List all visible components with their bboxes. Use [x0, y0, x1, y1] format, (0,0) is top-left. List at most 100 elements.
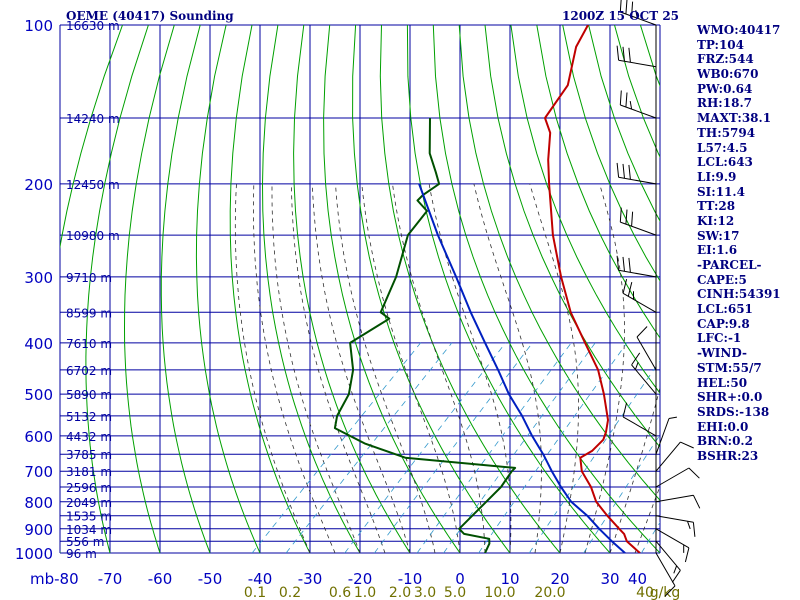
index-ehi-27: EHI:0.0 — [697, 419, 749, 434]
pressure-tick-800: 800 — [24, 494, 53, 512]
temp-tick-20: 20 — [550, 570, 569, 588]
mixing-ratio-line-5 — [478, 342, 628, 553]
height-label-600: 4432 m — [66, 430, 112, 444]
index-wb0-3: WB0:670 — [697, 67, 759, 82]
pressure-tick-400: 400 — [24, 335, 53, 353]
mixing-ratio-line-10 — [528, 360, 660, 553]
mixing-ratio-tick-5: 3.0 — [414, 585, 436, 600]
dry-adiabat-20 — [379, 25, 561, 553]
moist-adiabat-30 — [609, 386, 660, 553]
wind-barb-150 — [619, 90, 657, 119]
pressure-tick-300: 300 — [24, 269, 53, 287]
index-bshr-29: BSHR:23 — [697, 448, 759, 463]
moist-adiabat--25 — [253, 183, 336, 553]
mixing-ratio-tick-10: g/kg — [650, 585, 681, 600]
index-lcl-9: LCL:643 — [697, 155, 753, 170]
height-label-800: 2049 m — [66, 496, 112, 510]
dry-adiabat--80 — [60, 25, 123, 553]
mixing-ratio-tick-0: 0.1 — [244, 585, 266, 600]
moist-adiabat-15 — [473, 183, 542, 553]
dry-adiabat-10 — [352, 25, 511, 553]
height-label-750: 2596 m — [66, 481, 112, 495]
wind-barb-650 — [655, 416, 677, 455]
index-li-10: LI:9.9 — [697, 169, 737, 184]
wind-barb-300 — [616, 255, 657, 278]
height-label-1000: 96 m — [66, 547, 97, 561]
wind-barb-250 — [619, 207, 657, 236]
corner-label-right: 40 — [628, 570, 647, 588]
corner-label-left: mb-80 — [30, 570, 79, 588]
index-ki-13: KI:12 — [697, 213, 735, 228]
dry-adiabat-60 — [484, 25, 660, 448]
pressure-grid — [59, 24, 661, 554]
wind-barb-450 — [636, 326, 657, 371]
pressure-tick-200: 200 — [24, 176, 53, 194]
dry-adiabat--50 — [160, 25, 211, 553]
height-label-200: 12450 m — [66, 178, 120, 192]
moist-adiabat--10 — [311, 183, 411, 553]
dewpoint-trace — [333, 117, 517, 553]
mixing-ratio-tick-3: 1.0 — [354, 585, 376, 600]
height-label-850: 1535 m — [66, 510, 112, 524]
pressure-tick-100: 100 — [24, 17, 53, 35]
height-label-100: 16630 m — [66, 19, 120, 33]
index-srds-26: SRDS:-138 — [697, 404, 770, 419]
index-parcel-16: -PARCEL- — [697, 258, 762, 272]
index-ei-15: EI:1.6 — [697, 243, 738, 258]
pressure-tick-600: 600 — [24, 428, 53, 446]
dry-adiabat--60 — [123, 25, 175, 553]
pressure-tick-900: 900 — [24, 521, 53, 539]
moist-adiabat-5 — [392, 183, 486, 553]
dry-adiabat--70 — [85, 25, 149, 553]
index-maxt-6: MAXT:38.1 — [697, 111, 772, 126]
moist-adiabat-0 — [361, 183, 461, 553]
index-wind-22: -WIND- — [697, 346, 747, 361]
height-label-150: 14240 m — [66, 112, 120, 126]
dry-adiabat-90 — [562, 25, 660, 282]
temperature-trace — [544, 25, 641, 553]
index-si-11: SI:11.4 — [697, 184, 745, 199]
index-lfc-21: LFC:-1 — [697, 331, 742, 346]
height-labels: 16630 m 14240 m 12450 m 10980 m 9710 m 8599 m… — [66, 19, 120, 561]
index-shr-25: SHR+:0.0 — [697, 390, 763, 405]
wind-barb-200 — [616, 162, 657, 185]
wind-barb-750 — [655, 467, 700, 488]
temp-tick-10: 10 — [500, 570, 519, 588]
temp-tick--60: -60 — [148, 570, 173, 588]
wind-barb-800 — [655, 494, 701, 509]
dry-adiabat-70 — [510, 25, 660, 394]
wind-barb-350 — [622, 278, 657, 313]
dry-adiabat-0 — [323, 25, 461, 553]
mixing-ratio-line-0.6 — [344, 342, 506, 553]
index-rh-5: RH:18.7 — [697, 96, 752, 111]
height-label-350: 8599 m — [66, 306, 112, 320]
index-tp-1: TP:104 — [697, 37, 745, 52]
index-sw-14: SW:17 — [697, 228, 740, 243]
index-cinh-18: CINH:54391 — [697, 287, 781, 302]
wind-barb-950 — [655, 540, 681, 583]
index-l57-8: L57:4.5 — [697, 140, 748, 155]
chart-time: 1200Z 15 OCT 25 — [562, 9, 680, 23]
mixing-ratio-tick-2: 0.6 — [329, 585, 351, 600]
temp-tick--70: -70 — [98, 570, 123, 588]
index-th-7: TH:5794 — [697, 125, 756, 140]
temp-tick-30: 30 — [600, 570, 619, 588]
index-brn-28: BRN:0.2 — [697, 434, 753, 449]
height-label-450: 6702 m — [66, 364, 112, 378]
mixing-ratio-tick-8: 20.0 — [534, 585, 565, 600]
stability-indices-panel: WMO:40417 TP:104 FRZ:544 WB0:670 PW:0.64 RH:1… — [697, 23, 797, 464]
temp-tick--20: -20 — [348, 570, 373, 588]
pressure-tick-1000: 1000 — [15, 545, 53, 563]
index-pw-4: PW:0.64 — [697, 81, 753, 96]
mixing-ratio-tick-6: 5.0 — [444, 585, 466, 600]
pressure-tick-500: 500 — [24, 386, 53, 404]
temp-tick--10: -10 — [398, 570, 423, 588]
wind-barb-500 — [631, 352, 657, 395]
dry-adiabat--10 — [293, 25, 411, 553]
temp-tick--50: -50 — [198, 570, 223, 588]
dry-adiabat--30 — [229, 25, 311, 553]
mixing-ratio-line-0.2 — [285, 342, 453, 553]
wind-barb-600 — [622, 402, 657, 437]
